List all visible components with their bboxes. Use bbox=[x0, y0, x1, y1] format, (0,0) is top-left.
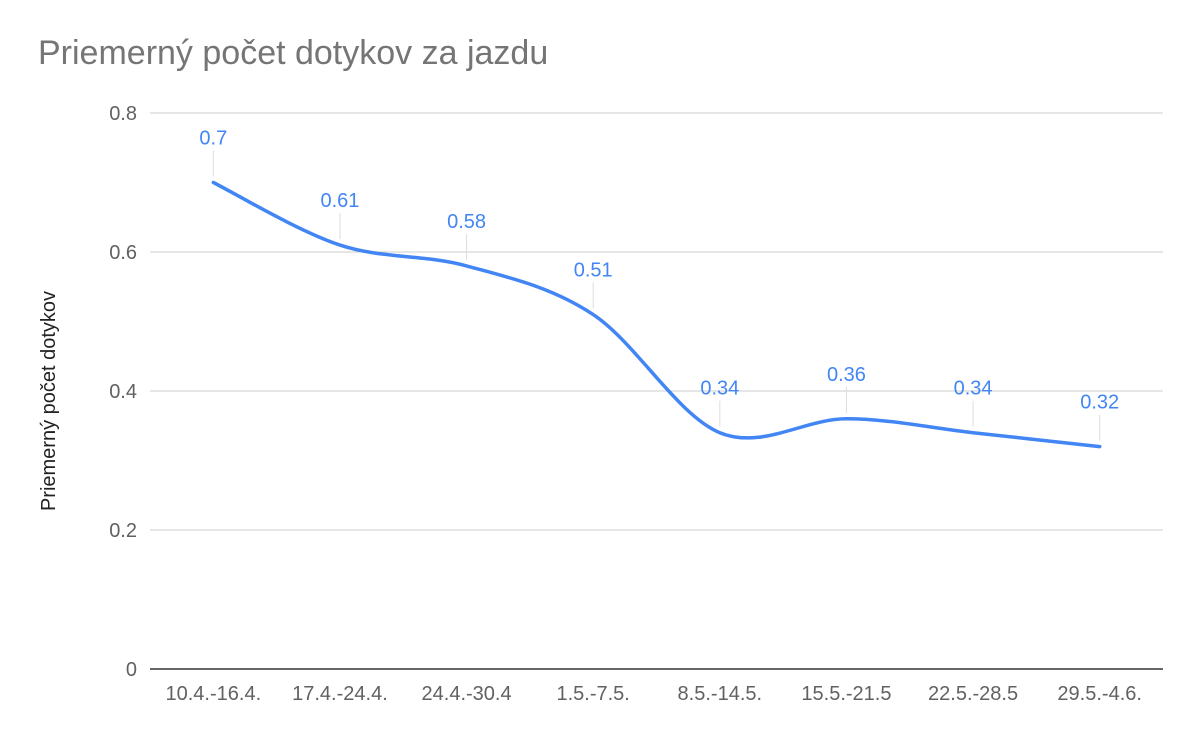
y-tick-label: 0.6 bbox=[109, 242, 137, 264]
y-tick-label: 0.4 bbox=[109, 381, 137, 403]
y-tick-label: 0 bbox=[126, 659, 137, 681]
data-label: 0.58 bbox=[447, 211, 486, 233]
x-tick-label: 15.5.-21.5 bbox=[801, 683, 891, 705]
data-label: 0.36 bbox=[827, 364, 866, 386]
y-tick-label: 0.8 bbox=[109, 103, 137, 125]
chart-title: Priemerný počet dotykov za jazdu bbox=[38, 34, 549, 72]
x-tick-label: 29.5.-4.6. bbox=[1057, 683, 1142, 705]
x-tick-label: 24.4.-30.4 bbox=[422, 683, 512, 705]
y-tick-label: 0.2 bbox=[109, 520, 137, 542]
data-label: 0.51 bbox=[574, 260, 613, 282]
x-tick-label: 17.4.-24.4. bbox=[292, 683, 388, 705]
data-label: 0.34 bbox=[954, 378, 993, 400]
data-label: 0.32 bbox=[1080, 392, 1119, 414]
data-label: 0.61 bbox=[320, 190, 359, 212]
data-label: 0.7 bbox=[199, 128, 227, 150]
data-label: 0.34 bbox=[700, 378, 739, 400]
x-tick-label: 8.5.-14.5. bbox=[678, 683, 763, 705]
x-tick-label: 10.4.-16.4. bbox=[166, 683, 262, 705]
x-tick-label: 1.5.-7.5. bbox=[556, 683, 629, 705]
y-axis-title: Priemerný počet dotykov bbox=[38, 291, 60, 511]
x-tick-label: 22.5.-28.5 bbox=[928, 683, 1018, 705]
series-line bbox=[211, 180, 1102, 449]
